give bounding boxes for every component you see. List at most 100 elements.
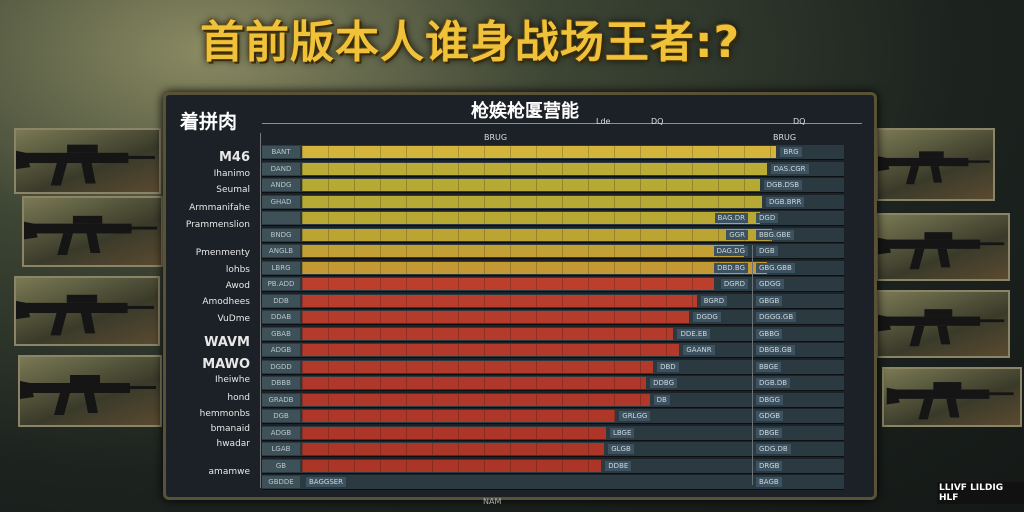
row-value: DAS.CGR	[770, 163, 809, 174]
column-mark: Lde	[596, 117, 611, 126]
right-value: GBBG	[756, 328, 783, 339]
row-value: GAANR	[683, 345, 715, 355]
row-label: bmanaid	[210, 424, 250, 434]
stat-bar	[302, 195, 762, 208]
row-cell: DDAB	[262, 311, 300, 323]
column-mark: DQ	[793, 117, 806, 126]
row-cell: ANGLB	[262, 245, 300, 257]
row-cell: DAND	[262, 162, 300, 175]
table-row: DGB GRLGG GDGB	[262, 409, 844, 424]
page-title: 首前版本人谁身战场王者:?	[200, 17, 741, 68]
row-cell: LBRG	[262, 261, 300, 274]
header-sub: BRUG	[773, 133, 797, 142]
row-cell: GBAB	[262, 327, 300, 340]
row-value: DGB.DSB	[763, 180, 803, 190]
table-row: GB DDBE DRGB	[262, 458, 844, 474]
stat-bar	[302, 426, 606, 439]
stat-bar	[302, 261, 767, 274]
row-cell: BANT	[262, 146, 300, 158]
stat-bar	[302, 459, 602, 472]
table-row: DDB BGRD GBGB	[262, 293, 844, 309]
weapon-thumbnail[interactable]	[18, 355, 162, 427]
header-divider	[262, 123, 862, 124]
stat-bar	[302, 410, 616, 422]
table-row: LGAB GLGB GDG.DB	[262, 442, 844, 457]
table-row: GRADB DB DBGG	[262, 392, 844, 408]
table-row: ADGB LBGE DBGE	[262, 425, 844, 441]
right-value: BBGE	[756, 361, 782, 372]
row-cell: LGAB	[262, 443, 300, 455]
row-value: DB	[653, 394, 670, 405]
weapon-thumbnail[interactable]	[14, 128, 161, 194]
row-cell: DBBB	[262, 377, 300, 389]
row-value: BAG.DR	[714, 213, 748, 223]
stat-bar	[302, 212, 760, 224]
row-label: hemmonbs	[199, 409, 250, 419]
row-value: DGB.BRR	[765, 196, 805, 207]
right-value: BBG.GBE	[756, 229, 794, 240]
table-row: DGDD DBD BBGE	[262, 359, 844, 375]
row-value: BGRD	[700, 295, 728, 306]
row-label: WAVM	[204, 335, 250, 350]
row-value: DDE.EB	[677, 328, 711, 339]
stat-bar	[302, 228, 772, 241]
table-row: ANGLB DAG.DG DGB	[262, 244, 844, 259]
row-value: GLGB	[608, 444, 634, 454]
row-label: Armmanifahe	[189, 203, 250, 213]
row-label: Seumal	[216, 185, 250, 195]
row-value: DBD	[657, 361, 679, 372]
rifle-icon	[878, 151, 990, 185]
row-value: DBD.BG	[714, 262, 748, 273]
header-sub: BRUG	[484, 133, 508, 142]
row-cell: ADGB	[262, 344, 300, 356]
table-row: GBAB DDE.EB GBBG	[262, 326, 844, 342]
right-value: GDGB	[756, 411, 784, 421]
table-row: BAG.DR DGD	[262, 211, 844, 226]
right-value: DRGB	[756, 460, 783, 471]
row-cell: GBDDE	[262, 476, 300, 488]
row-label: hond	[227, 393, 250, 403]
column-separator	[752, 245, 753, 485]
weapon-thumbnail[interactable]	[876, 128, 995, 201]
weapon-thumbnail[interactable]	[22, 196, 163, 267]
right-value: BAGB	[756, 477, 782, 487]
stat-bar	[302, 393, 650, 406]
weapon-stats-panel: 着拼肉 枪娭枪匽营能 Lde DQ DQ BRUG BRUG M46 Ihanim…	[163, 92, 877, 500]
weapon-thumbnail[interactable]	[14, 276, 160, 346]
table-row: LBRG DBD.BG GBG.GBB	[262, 260, 844, 276]
rifle-icon	[16, 144, 155, 186]
row-label: Amodhees	[202, 297, 250, 307]
row-label: MAWO	[202, 357, 250, 372]
row-cell: DGDD	[262, 360, 300, 373]
table-row: DDAB DGDG DGGG.GB	[262, 310, 844, 325]
weapon-thumbnail[interactable]	[876, 213, 1010, 281]
stat-bar	[302, 443, 605, 455]
row-value: DDBE	[605, 460, 632, 471]
stat-bar	[302, 294, 697, 307]
row-cell: GB	[262, 459, 300, 472]
row-label: Prammenslion	[185, 220, 250, 230]
panel-header-title: 枪娭枪匽营能	[471, 101, 579, 122]
row-label: Awod	[225, 281, 250, 291]
row-cell: PB.ADD	[262, 278, 300, 290]
weapon-thumbnail[interactable]	[882, 367, 1022, 427]
stat-bar	[302, 278, 714, 290]
right-value: DGB	[756, 246, 778, 256]
right-value: DBGB.GB	[756, 345, 795, 355]
weapon-thumbnail[interactable]	[876, 290, 1010, 358]
table-row: PB.ADD DGRD GDGG	[262, 277, 844, 292]
stat-bar	[302, 179, 760, 191]
row-value: BRG	[780, 147, 802, 157]
row-value: DGRD	[720, 279, 748, 289]
row-value: BAGGSER	[306, 477, 347, 487]
stat-bar	[302, 162, 767, 175]
right-value: DGB.DB	[756, 378, 791, 388]
rifle-icon	[16, 294, 154, 336]
row-label: M46	[218, 150, 250, 165]
row-label: amamwe	[208, 467, 250, 477]
row-value: GRLGG	[619, 411, 651, 421]
rifle-icon	[878, 232, 1005, 270]
stat-bar	[302, 360, 654, 373]
footer-badge: LLIVF LILDIG HLF	[937, 482, 1024, 504]
right-value: GBG.GBB	[756, 262, 795, 273]
